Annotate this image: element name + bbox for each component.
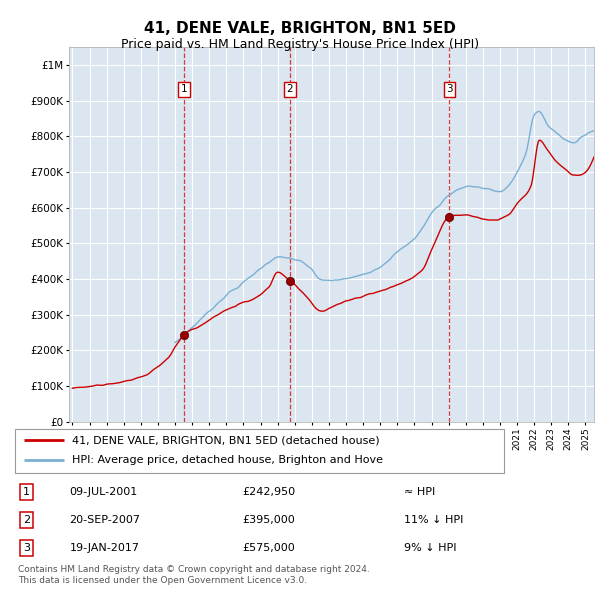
Text: £575,000: £575,000 (242, 543, 295, 553)
Text: 1: 1 (23, 487, 30, 497)
Text: HPI: Average price, detached house, Brighton and Hove: HPI: Average price, detached house, Brig… (73, 455, 383, 466)
Text: 41, DENE VALE, BRIGHTON, BN1 5ED (detached house): 41, DENE VALE, BRIGHTON, BN1 5ED (detach… (73, 435, 380, 445)
Text: 3: 3 (23, 543, 30, 553)
Text: ≈ HPI: ≈ HPI (404, 487, 435, 497)
Text: 20-SEP-2007: 20-SEP-2007 (70, 515, 140, 525)
Text: 19-JAN-2017: 19-JAN-2017 (70, 543, 140, 553)
Text: 2: 2 (287, 84, 293, 94)
Text: £395,000: £395,000 (242, 515, 295, 525)
Text: 09-JUL-2001: 09-JUL-2001 (70, 487, 138, 497)
Text: 3: 3 (446, 84, 453, 94)
FancyBboxPatch shape (15, 428, 505, 473)
Text: 41, DENE VALE, BRIGHTON, BN1 5ED: 41, DENE VALE, BRIGHTON, BN1 5ED (144, 21, 456, 35)
Text: 2: 2 (23, 515, 30, 525)
Text: 1: 1 (181, 84, 187, 94)
Text: 11% ↓ HPI: 11% ↓ HPI (404, 515, 463, 525)
Text: Price paid vs. HM Land Registry's House Price Index (HPI): Price paid vs. HM Land Registry's House … (121, 38, 479, 51)
Text: 9% ↓ HPI: 9% ↓ HPI (404, 543, 456, 553)
Text: £242,950: £242,950 (242, 487, 296, 497)
Text: Contains HM Land Registry data © Crown copyright and database right 2024.
This d: Contains HM Land Registry data © Crown c… (18, 565, 370, 585)
